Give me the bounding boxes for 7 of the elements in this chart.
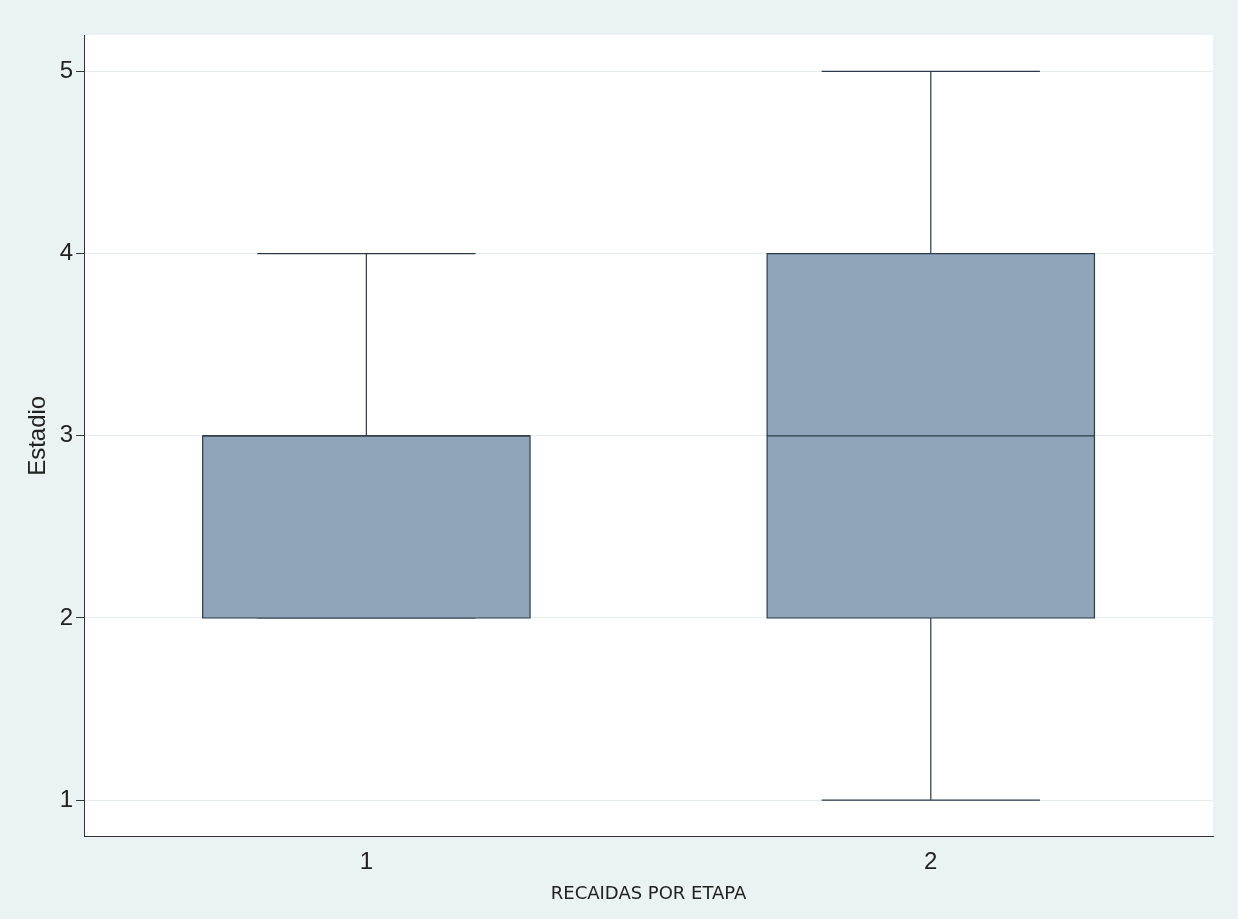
y-tick-label: 3 [59, 420, 74, 448]
y-axis-title: Estadio [23, 395, 51, 476]
y-tick-label: 1 [59, 784, 74, 812]
x-axis-title: RECAIDAS POR ETAPA [550, 881, 748, 903]
y-tick-label: 2 [59, 602, 74, 630]
y-tick-label: 4 [59, 238, 74, 266]
y-tick-label: 5 [59, 56, 74, 84]
